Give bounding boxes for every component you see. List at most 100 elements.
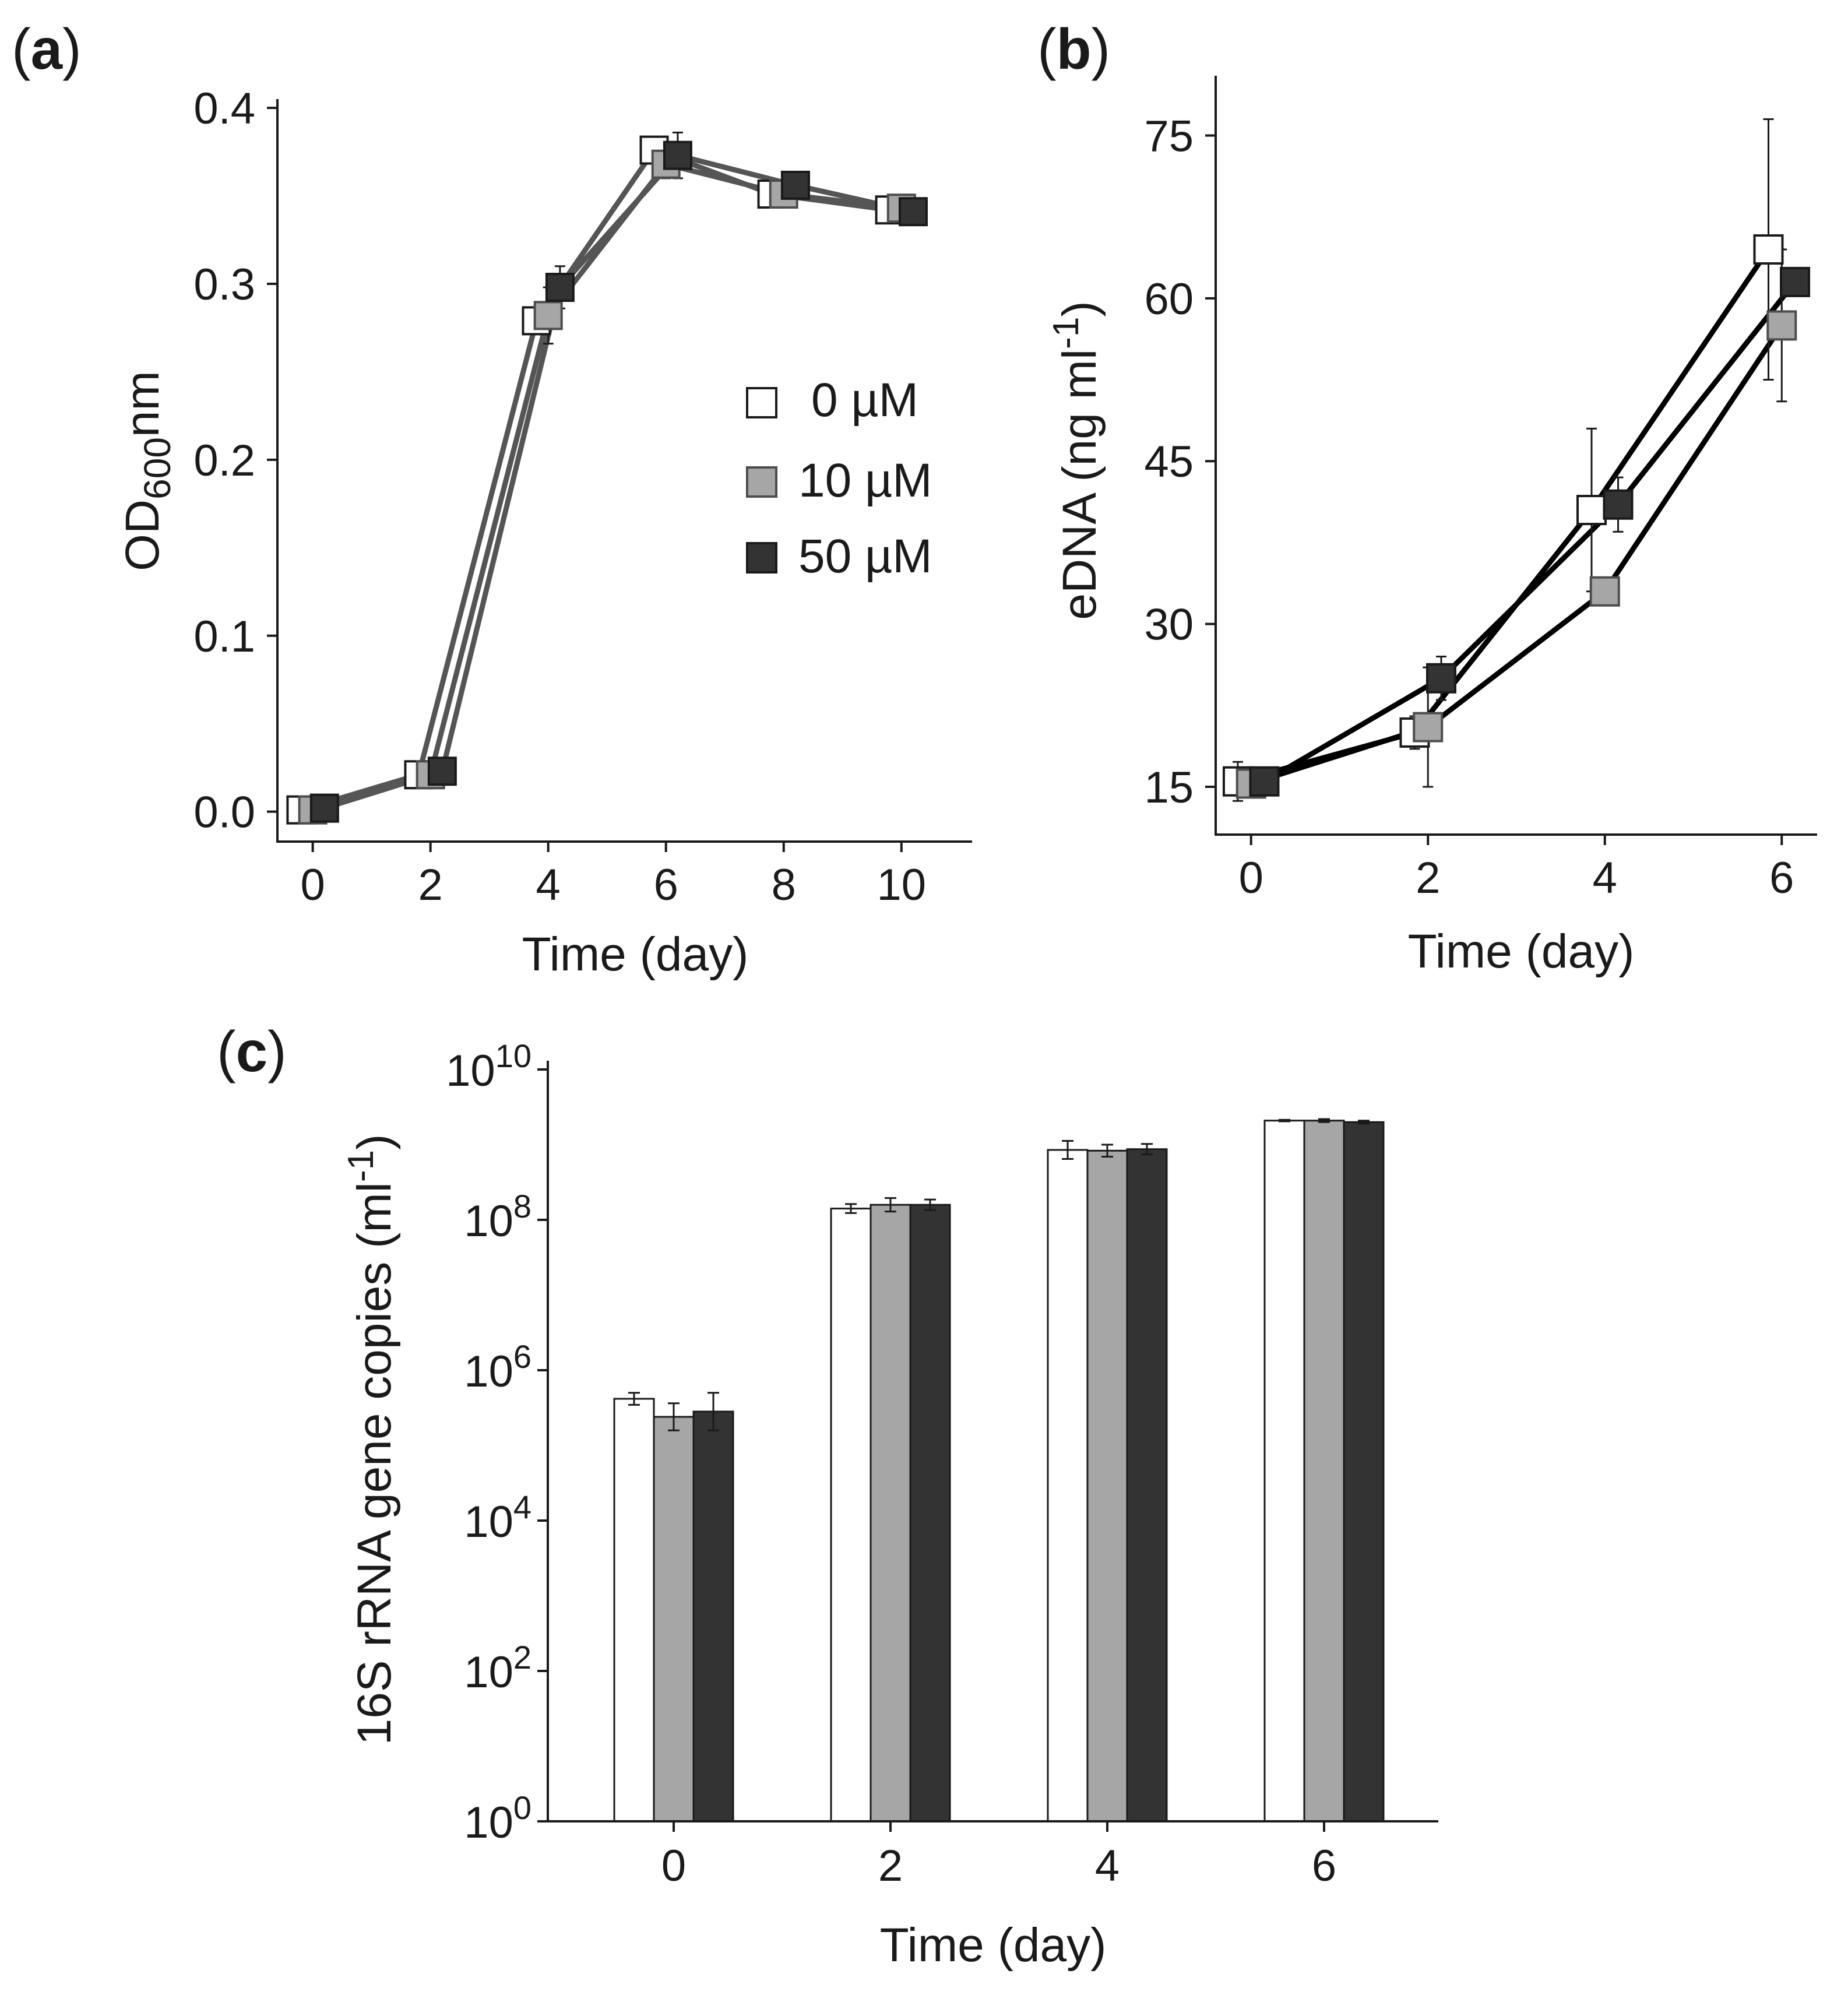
panel-b-xtick-label-1: 2 — [1416, 853, 1440, 903]
legend-label-10uM: 10 µM — [798, 454, 932, 507]
panel-c-errorbar-50uM-day6 — [1358, 1120, 1370, 1125]
panel-b-xtick-label-3: 6 — [1769, 853, 1794, 903]
panel-b-point-50uM-2 — [1603, 489, 1634, 520]
panel-b-point-50uM-3 — [1780, 266, 1811, 297]
legend-swatch-10uM — [746, 466, 777, 498]
panel-c-bar-0uM-day4 — [1047, 1149, 1089, 1822]
panel-c-errorbar-0uM-day6 — [1279, 1118, 1290, 1123]
panel-c-bar-50uM-day4 — [1126, 1148, 1168, 1822]
panel-c-errorbar-10uM-day2 — [885, 1197, 896, 1213]
panel-b-ytick-label-2: 45 — [1144, 437, 1194, 487]
panel-b-line-chart: (b) 0 2 4 6 15 30 45 60 75 Time (day) eDNA (ng m… — [1037, 17, 1817, 978]
panel-c-ytick-label-3: 106 — [464, 1338, 531, 1396]
panel-a-ytick-label-4: 0.4 — [193, 84, 255, 133]
panel-b-line-50uM — [1263, 280, 1797, 784]
legend-swatch-0uM — [746, 387, 777, 418]
panel-c-bar-10uM-day4 — [1086, 1149, 1128, 1822]
panel-a-point-50uM-5 — [898, 197, 928, 227]
panel-a-xtick-label-5: 10 — [877, 860, 927, 910]
panel-b-label: (b) — [1037, 17, 1110, 81]
panel-b-x-axis-title: Time (day) — [1408, 925, 1635, 978]
panel-c-xtick-label-2: 4 — [1095, 1841, 1120, 1891]
panel-c-errorbar-50uM-day2 — [924, 1198, 936, 1211]
panel-b-ylabel-sup: -1 — [1046, 317, 1086, 349]
panel-c-ylabel-main: 16S rRNA gene copies (ml — [348, 1182, 401, 1745]
panel-c-xtick-label-3: 6 — [1312, 1841, 1336, 1891]
panel-c-ylabel-sup: -1 — [341, 1150, 381, 1182]
panel-a-y-axis-title: OD600nm — [116, 371, 178, 571]
legend: 0 µM 10 µM 50 µM — [746, 374, 932, 583]
panel-c-xtick-label-1: 2 — [878, 1841, 903, 1891]
panel-a-letter: a — [31, 17, 64, 81]
panel-a-point-50uM-1 — [427, 757, 457, 786]
panel-c-errorbar-0uM-day4 — [1062, 1140, 1073, 1160]
panel-b-letter: b — [1057, 17, 1092, 81]
panel-a-xtick-label-3: 6 — [654, 860, 678, 910]
panel-c-bar-50uM-day6 — [1343, 1121, 1385, 1822]
panel-a-x-axis-title: Time (day) — [522, 928, 749, 981]
panel-a-ytick-label-0: 0.0 — [193, 788, 255, 838]
panel-c-label: (c) — [217, 1019, 287, 1083]
legend-label-0uM: 0 µM — [811, 374, 918, 427]
legend-label-50uM: 50 µM — [798, 530, 932, 583]
panel-c-xtick-label-0: 0 — [661, 1841, 686, 1891]
panel-b-line-10uM — [1250, 323, 1784, 786]
panel-b-point-0uM-3 — [1753, 234, 1784, 265]
panel-c-ticks: 100 102 104 106 108 1010 0 2 4 6 — [446, 1037, 1336, 1891]
panel-b-line-0uM — [1237, 248, 1771, 784]
panel-c-errorbar-10uM-day4 — [1101, 1143, 1113, 1158]
panel-b-point-10uM-2 — [1589, 576, 1620, 607]
panel-b-y-axis-title: eDNA (ng ml-1) — [1046, 301, 1106, 620]
panel-b-axes — [1215, 76, 1817, 836]
panel-a-point-50uM-2 — [545, 273, 575, 302]
panel-c-ytick-label-0: 100 — [464, 1789, 531, 1848]
panel-b-point-10uM-3 — [1766, 310, 1797, 341]
panel-c-ytick-label-5: 1010 — [446, 1037, 531, 1096]
panel-b-ytick-label-1: 30 — [1144, 600, 1194, 650]
panel-a-ylabel-main: OD — [116, 499, 169, 571]
panel-c-letter: c — [236, 1019, 268, 1083]
panel-c-x-axis-title: Time (day) — [880, 1919, 1107, 1972]
panel-b-point-50uM-1 — [1426, 663, 1456, 694]
legend-swatch-50uM — [746, 542, 777, 573]
panel-c-bar-0uM-day2 — [830, 1208, 872, 1822]
panel-a-ylabel-sub: 600 — [136, 437, 178, 499]
panel-c-bar-chart: (c) 100 102 104 106 108 1010 0 2 4 6 Time (day) 1… — [217, 1019, 1438, 1972]
panel-a-ytick-label-2: 0.2 — [193, 436, 255, 485]
panel-c-errorbar-50uM-day0 — [707, 1392, 719, 1431]
panel-a-point-10uM-2 — [533, 301, 563, 330]
panel-c-ytick-label-1: 102 — [464, 1639, 531, 1697]
panel-c-axes — [547, 1061, 1438, 1822]
panel-b-point-50uM-0 — [1249, 766, 1280, 797]
panel-a-ytick-label-3: 0.3 — [193, 260, 255, 309]
panel-a-ticks: 0 2 4 6 8 10 0.0 0.1 0.2 0.3 0.4 — [193, 84, 926, 910]
panel-a-ytick-label-1: 0.1 — [193, 612, 255, 662]
panel-b-ytick-label-4: 75 — [1144, 111, 1194, 161]
panel-b-error-bars — [1232, 118, 1801, 802]
panel-b-points — [1222, 234, 1811, 799]
panel-b-ticks: 0 2 4 6 15 30 45 60 75 — [1144, 111, 1794, 903]
panel-a-point-50uM-3 — [663, 140, 692, 170]
panel-c-errorbar-0uM-day0 — [628, 1392, 640, 1406]
panel-b-ylabel-main: eDNA (ng ml — [1053, 349, 1106, 620]
panel-a-points — [286, 135, 928, 825]
panel-b-point-10uM-1 — [1413, 712, 1444, 743]
panel-c-bar-10uM-day6 — [1303, 1120, 1345, 1822]
panel-a-xtick-label-1: 2 — [418, 860, 443, 910]
panel-b-ytick-label-3: 60 — [1144, 275, 1194, 324]
panel-a-xtick-label-2: 4 — [536, 860, 561, 910]
panel-b-ytick-label-0: 15 — [1144, 763, 1194, 812]
panel-a-label: (a) — [12, 17, 82, 81]
panel-b-point-0uM-2 — [1576, 495, 1607, 526]
panel-b-xtick-label-2: 4 — [1593, 853, 1617, 903]
panel-c-bar-10uM-day2 — [870, 1204, 911, 1822]
panel-c-errorbar-0uM-day2 — [845, 1203, 857, 1214]
panel-b-ylabel-tail: ) — [1053, 301, 1106, 316]
panel-c-errorbar-10uM-day6 — [1318, 1118, 1330, 1123]
panel-c-errorbar-50uM-day4 — [1141, 1143, 1153, 1156]
panel-b-xtick-label-0: 0 — [1239, 853, 1263, 903]
panel-b-series-lines — [1237, 248, 1797, 786]
panel-c-bar-0uM-day6 — [1263, 1120, 1305, 1822]
panel-a-axes — [276, 99, 972, 843]
